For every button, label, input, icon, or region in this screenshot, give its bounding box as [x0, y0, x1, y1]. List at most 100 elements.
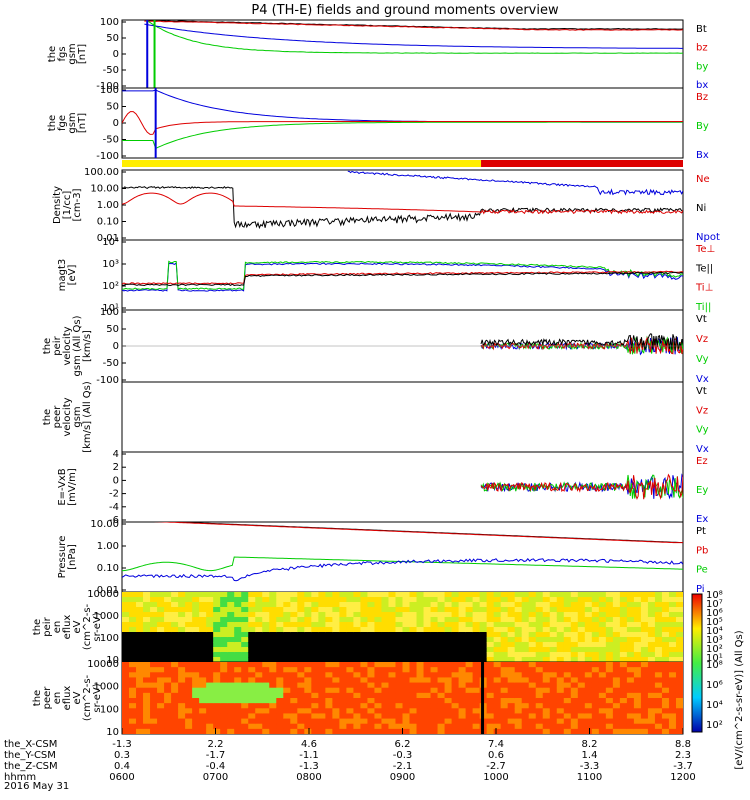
heatmap-cell	[311, 703, 319, 709]
heatmap-cell	[591, 662, 600, 668]
heatmap-cell	[472, 592, 481, 598]
heatmap-cell	[339, 612, 347, 618]
heatmap-cell	[535, 592, 544, 598]
heatmap-cell	[297, 602, 305, 608]
heatmap-cell	[150, 647, 158, 653]
heatmap-cell	[360, 597, 368, 603]
heatmap-cell	[143, 602, 151, 608]
heatmap-cell	[612, 698, 621, 704]
heatmap-cell	[493, 672, 502, 678]
heatmap-cell	[318, 698, 326, 704]
heatmap-cell	[479, 592, 488, 598]
heatmap-cell	[339, 677, 347, 684]
heatmap-cell	[241, 622, 249, 628]
heatmap-cell	[332, 632, 340, 638]
heatmap-cell	[255, 713, 263, 720]
heatmap-cell	[143, 592, 151, 598]
heatmap-cell	[192, 652, 200, 658]
heatmap-cell	[668, 728, 677, 734]
heatmap-cell	[640, 617, 649, 623]
heatmap-cell	[472, 708, 481, 714]
heatmap-cell	[129, 682, 137, 689]
heatmap-cell	[185, 708, 193, 714]
heatmap-cell	[605, 672, 614, 678]
heatmap-cell	[528, 728, 537, 734]
xtick-label: 2.2	[208, 739, 224, 750]
heatmap-cell	[465, 597, 474, 603]
heatmap-cell	[143, 713, 151, 720]
heatmap-cell	[675, 632, 683, 638]
heatmap-cell	[458, 723, 467, 730]
heatmap-cell	[584, 597, 593, 603]
heatmap-cell	[262, 597, 270, 603]
heatmap-cell	[255, 637, 263, 643]
heatmap-cell	[360, 687, 368, 694]
heatmap-cell	[605, 713, 614, 720]
heatmap-cell	[668, 617, 677, 623]
heatmap-cell	[612, 672, 621, 678]
heatmap-cell	[465, 672, 474, 678]
heatmap-cell	[570, 602, 579, 608]
heatmap-cell	[479, 622, 488, 628]
heatmap-cell	[612, 677, 621, 684]
heatmap-cell	[143, 657, 151, 662]
heatmap-cell	[220, 632, 228, 638]
heatmap-cell	[458, 652, 467, 658]
heatmap-cell	[535, 627, 544, 633]
ytick-label: 0.10	[97, 563, 119, 574]
heatmap-cell	[549, 597, 558, 603]
heatmap-cell	[598, 592, 607, 598]
heatmap-cell	[234, 682, 242, 689]
heatmap-cell	[409, 672, 418, 678]
heatmap-cell	[297, 718, 305, 725]
heatmap-cell	[367, 698, 375, 704]
heatmap-cell	[395, 708, 403, 714]
heatmap-cell	[521, 708, 530, 714]
heatmap-cell	[276, 647, 284, 653]
heatmap-cell	[619, 642, 628, 648]
heatmap-cell	[346, 723, 354, 730]
heatmap-cell	[234, 723, 242, 730]
heatmap-cell	[675, 667, 683, 673]
heatmap-cell	[619, 652, 628, 658]
heatmap-cell	[360, 607, 368, 613]
heatmap-cell	[493, 632, 502, 638]
heatmap-cell	[262, 728, 270, 734]
heatmap-cell	[563, 672, 572, 678]
heatmap-cell	[584, 708, 593, 714]
heatmap-cell	[206, 632, 214, 638]
heatmap-cell	[633, 622, 642, 628]
heatmap-cell	[318, 602, 326, 608]
heatmap-cell	[465, 708, 474, 714]
heatmap-cell	[136, 687, 144, 694]
xtick-label: -1.1	[299, 750, 319, 761]
ytick-label: -50	[103, 135, 119, 146]
heatmap-cell	[563, 622, 572, 628]
heatmap-cell	[360, 622, 368, 628]
heatmap-cell	[136, 692, 144, 699]
heatmap-cell	[283, 672, 291, 678]
heatmap-cell	[493, 637, 502, 643]
heatmap-cell	[654, 592, 663, 598]
heatmap-cell	[304, 703, 312, 709]
heatmap-cell	[269, 617, 277, 623]
heatmap-cell	[612, 652, 621, 658]
heatmap-cell	[640, 682, 649, 689]
heatmap-cell	[199, 677, 207, 684]
heatmap-cell	[402, 642, 411, 648]
heatmap-cell	[318, 713, 326, 720]
heatmap-cell	[220, 677, 228, 684]
heatmap-cell	[535, 642, 544, 648]
heatmap-cell	[549, 718, 558, 725]
heatmap-cell	[304, 642, 312, 648]
heatmap-cell	[584, 637, 593, 643]
legend-entry: Vy	[696, 425, 709, 436]
heatmap-cell	[255, 647, 263, 653]
heatmap-cell	[311, 602, 319, 608]
ytick-label: 0.10	[97, 217, 119, 228]
heatmap-cell	[367, 612, 375, 618]
heatmap-cell	[297, 698, 305, 704]
heatmap-cell	[528, 708, 537, 714]
heatmap-cell	[157, 677, 165, 684]
heatmap-cell	[458, 642, 467, 648]
